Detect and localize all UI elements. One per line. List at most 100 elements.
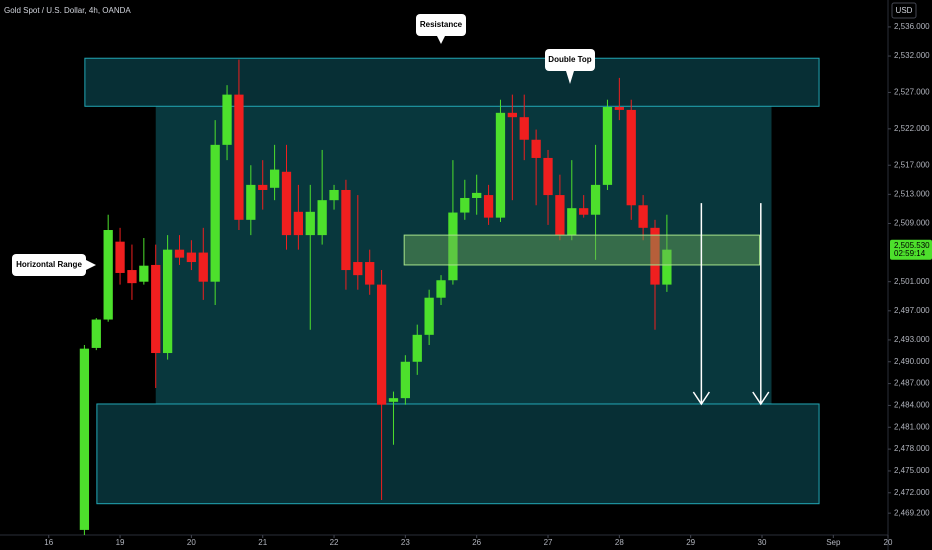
last-price: 2,505.530 [894,241,930,250]
y-tick-label: 2,501.000 [894,277,930,286]
candle-body [222,94,232,145]
candles [79,59,672,535]
x-tick-label: 29 [686,538,695,547]
x-tick-label: 20 [187,538,196,547]
x-tick-label: 22 [330,538,339,547]
candle-body [329,189,339,201]
candle-body [127,270,137,284]
candle-body [590,184,601,215]
x-tick-label: 28 [615,538,624,547]
candle-body [495,112,506,218]
y-tick-label: 2,532.000 [894,51,930,60]
candle-body [103,230,113,320]
y-tick-label: 2,469.200 [894,508,930,517]
callout-pointer [86,260,96,270]
candle-body [638,205,648,228]
x-tick-label: 26 [472,538,481,547]
arrow-head [752,391,770,406]
candle-body [139,265,149,282]
candle-body [91,319,101,348]
x-tick-label: 23 [401,538,410,547]
y-tick-label: 2,527.000 [894,88,930,97]
callout-text: Horizontal Range [16,260,82,269]
candle-body [555,195,565,236]
candle-body [519,117,529,140]
candle-body [258,184,268,190]
candle-body [317,200,327,236]
y-tick-label: 2,517.000 [894,160,930,169]
candle-body [281,171,292,236]
y-tick-label: 2,481.000 [894,422,930,431]
candle-body [424,297,434,335]
y-tick-label: 2,475.000 [894,466,930,475]
candle-body [388,398,399,402]
axes: 2,536.000 2,532.000 2,527.000 2,522.000 2,51… [44,22,932,547]
candle-body [162,249,173,354]
candle-body [246,184,256,220]
candle-body [602,107,613,185]
candle-body [448,212,458,281]
candle-body [115,241,125,273]
zone [96,403,820,505]
candle-body [198,252,208,282]
last-price-tag [890,239,932,260]
y-tick-label: 2,478.000 [894,444,930,453]
y-tick-label: 2,493.000 [894,335,930,344]
callout-box [545,49,595,71]
candle-body [614,107,624,110]
candle-body [579,208,589,215]
x-tick-label: 27 [544,538,553,547]
callout-pointer [566,71,574,84]
x-tick-label: 16 [44,538,53,547]
candle-body [305,211,315,236]
candle-body [662,249,672,285]
overlay [403,203,770,406]
callout-text: Resistance [420,20,463,29]
candle-body [341,189,351,271]
candle-body [151,264,161,354]
symbol-title: Gold Spot / U.S. Dollar, 4h, OANDA [4,6,131,15]
zone [403,234,761,266]
candle-body [483,195,494,218]
horizontal-range-callout: Horizontal Range [12,254,96,276]
currency: USD [896,6,913,15]
candle-body [174,249,185,258]
x-tick-label: 20 [884,538,893,547]
y-tick-label: 2,487.000 [894,379,930,388]
y-tick-label: 2,497.000 [894,306,930,315]
candle-body [376,284,387,405]
x-tick-label: Sep [826,538,841,547]
candle-body [365,262,375,285]
callout-box [416,14,466,36]
y-tick-label: 2,490.000 [894,357,930,366]
currency-box [891,2,917,19]
double-top-callout: Double Top [545,49,595,84]
candle-body [567,208,577,236]
y-tick-label: 2,513.000 [894,189,930,198]
candle-body [293,211,304,236]
countdown: 02:59:14 [894,249,926,258]
y-tick-label: 2,484.000 [894,401,930,410]
candle-body [400,361,411,399]
resistance-callout: Resistance [416,14,466,44]
candle-body [626,109,636,206]
candle-body [543,157,553,196]
candle-body [412,334,422,362]
candle-body [353,262,363,276]
y-tick-label: 2,536.000 [894,22,930,31]
candle-body [436,280,446,298]
y-tick-label: 2,509.000 [894,219,930,228]
x-tick-label: 30 [758,538,767,547]
candle-body [186,252,197,263]
candle-body [507,112,517,118]
callout-box [12,254,86,276]
y-tick-label: 2,472.000 [894,488,930,497]
candle-body [234,94,244,220]
candle-body [531,139,541,158]
x-tick-label: 21 [258,538,267,547]
y-tick-label: 2,522.000 [894,124,930,133]
callout-text: Double Top [548,55,592,64]
candle-body [210,144,220,282]
